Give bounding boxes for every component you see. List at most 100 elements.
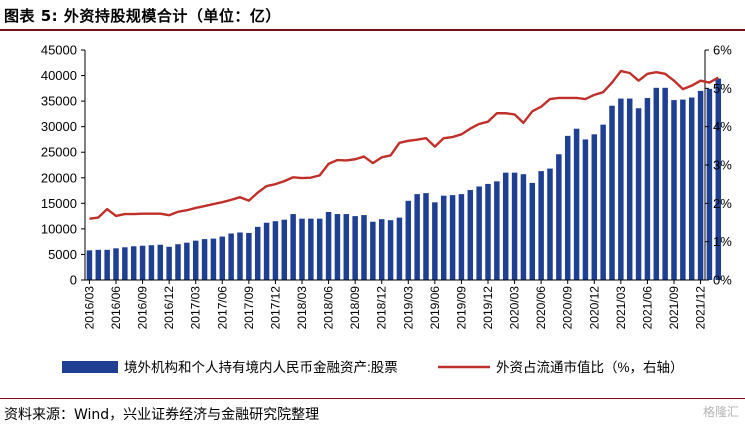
title-divider	[0, 29, 745, 31]
bar-2018/12	[378, 219, 385, 280]
x-tick-label: 2021/12	[694, 286, 708, 330]
bar-2016/12	[166, 246, 172, 280]
y-left-tick-label: 40000	[41, 68, 77, 83]
bar-2020/05	[529, 182, 536, 280]
bar-2016/06	[113, 248, 119, 280]
x-tick-label: 2018/09	[348, 286, 362, 330]
y-left-tick-label: 5000	[48, 247, 77, 262]
y-right-tick-label: 4%	[713, 119, 732, 134]
x-tick-label: 2018/12	[375, 286, 389, 330]
bar-2021/09	[671, 100, 677, 280]
y-left-tick-label: 35000	[41, 94, 77, 109]
bar-2021/05	[635, 108, 642, 281]
bar-2020/12	[591, 134, 598, 280]
axes	[81, 49, 709, 284]
y-left-tick-label: 25000	[41, 145, 77, 160]
y-left-tick-label: 20000	[41, 170, 77, 185]
bar-2018/07	[334, 214, 341, 280]
bar-2018/06	[325, 212, 332, 280]
x-tick-label: 2018/03	[295, 286, 309, 330]
bar-2017/05	[210, 238, 217, 280]
bar-2019/03	[405, 200, 412, 280]
bar-2021/12	[697, 90, 704, 280]
x-tick-label: 2019/12	[481, 286, 495, 330]
y-right-tick-label: 2%	[713, 196, 732, 211]
bar-2020/03	[511, 172, 518, 280]
bar-undefined	[706, 88, 713, 280]
x-tick-label: 2021/03	[614, 286, 628, 330]
bar-2016/08	[130, 246, 137, 280]
bar-2019/12	[485, 183, 491, 280]
x-tick-label: 2016/03	[82, 286, 96, 330]
legend-label-line: 外资占流通市值比（%，右轴）	[496, 359, 684, 375]
bar-2020/10	[573, 128, 580, 280]
bar-2016/05	[104, 249, 110, 280]
x-tick-label: 2016/12	[162, 286, 176, 330]
bar-2021/01	[600, 124, 606, 281]
bar-2017/02	[184, 242, 190, 280]
bar-2020/08	[556, 154, 562, 280]
source-note: 资料来源：Wind，兴业证券经济与金融研究院整理	[4, 407, 320, 423]
bar-2020/06	[538, 171, 544, 280]
bar-2016/03	[86, 250, 93, 280]
bar-2018/05	[316, 218, 323, 280]
bar-2019/05	[423, 193, 429, 280]
bar-2021/07	[653, 87, 660, 280]
bar-2018/01	[281, 219, 288, 280]
x-tick-label: 2019/03	[401, 286, 415, 330]
line-series	[89, 69, 719, 220]
bar-2020/09	[564, 135, 571, 280]
bar-2021/03	[618, 98, 624, 280]
y-left-tick-label: 10000	[41, 221, 77, 236]
y-right-tick-label: 1%	[713, 234, 732, 249]
bar-2021/11	[688, 97, 695, 280]
bar-2021/08	[662, 87, 668, 280]
bar-2017/03	[192, 240, 199, 280]
x-tick-label: 2020/03	[508, 286, 522, 330]
bar-2020/02	[502, 172, 509, 280]
bar-2018/11	[370, 221, 376, 280]
y-left-tick-label: 15000	[41, 196, 77, 211]
bar-2017/08	[237, 232, 243, 280]
x-tick-label: 2016/06	[109, 286, 123, 330]
bar-2019/08	[449, 195, 456, 280]
x-tick-label: 2020/12	[587, 286, 601, 330]
watermark: 格隆汇	[702, 405, 739, 419]
bar-series	[86, 78, 722, 281]
bar-2021/06	[644, 98, 651, 280]
bar-2019/04	[414, 194, 420, 280]
x-tick-label: 2019/09	[454, 286, 468, 330]
bar-2020/04	[520, 174, 527, 280]
legend-label-bars: 境外机构和个人持有境内人民币金融资产:股票	[124, 360, 398, 375]
bar-undefined	[715, 78, 722, 281]
y-left-tick-label: 45000	[41, 43, 77, 58]
bar-2020/01	[494, 181, 500, 280]
bar-2019/01	[387, 220, 394, 280]
bar-2018/10	[361, 215, 367, 280]
bar-2020/07	[547, 168, 553, 280]
bar-2016/04	[95, 249, 102, 280]
bar-2017/10	[254, 226, 261, 280]
legend-swatch-bars	[62, 361, 118, 373]
x-tick-label: 2017/06	[215, 286, 229, 330]
bar-2018/09	[352, 216, 358, 280]
y-right-tick-label: 3%	[713, 158, 732, 173]
y-left-tick-label: 0	[70, 273, 77, 288]
y-right-tick-label: 5%	[713, 81, 732, 96]
bar-2019/06	[432, 202, 438, 280]
bar-2016/07	[122, 247, 128, 280]
bar-2019/11	[476, 186, 482, 280]
bar-2017/04	[201, 239, 208, 280]
bar-2018/08	[343, 214, 350, 280]
bar-2021/02	[609, 105, 615, 281]
x-tick-label: 2019/06	[428, 286, 442, 330]
x-tick-label: 2021/06	[640, 286, 654, 330]
x-tick-label: 2017/12	[268, 286, 282, 330]
bar-2021/04	[626, 98, 633, 280]
x-tick-label: 2020/09	[561, 286, 575, 330]
bar-2021/10	[680, 99, 686, 280]
x-tick-label: 2016/09	[136, 286, 150, 330]
bar-2016/11	[157, 244, 164, 280]
x-tick-label: 2017/09	[242, 286, 256, 330]
bar-2018/03	[299, 218, 305, 280]
